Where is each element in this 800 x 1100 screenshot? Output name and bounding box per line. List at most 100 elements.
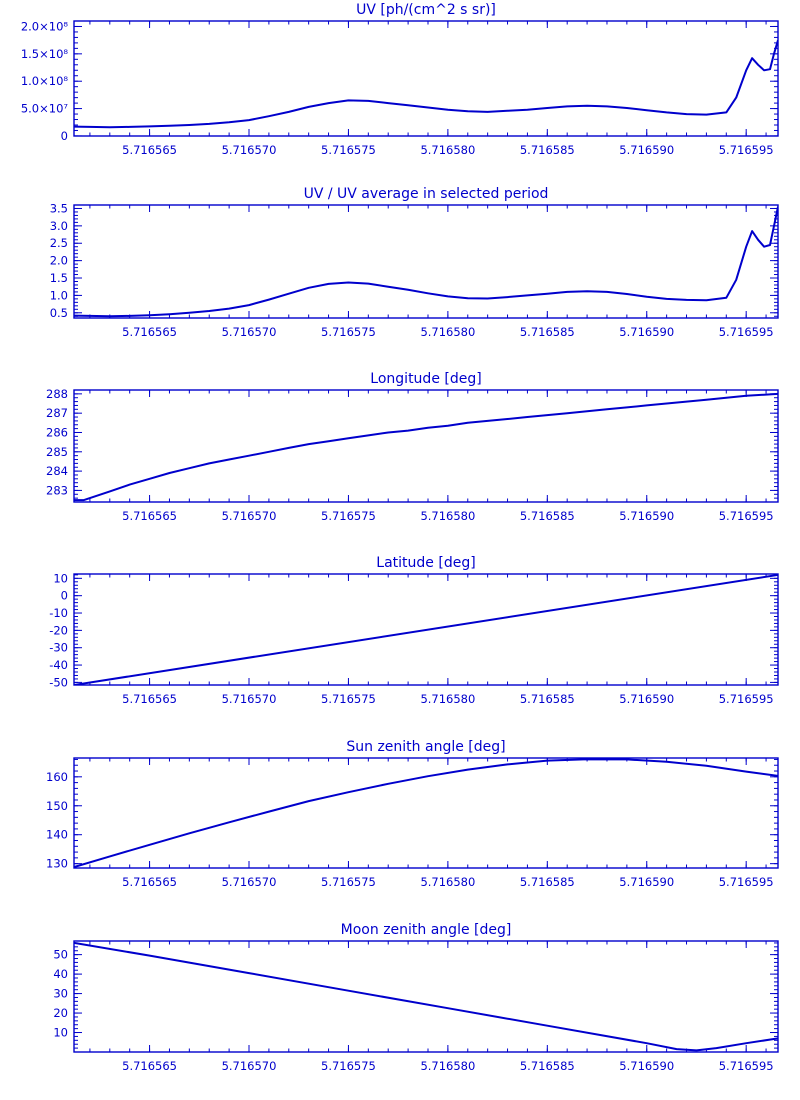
series-line bbox=[74, 941, 778, 1052]
plot-frame bbox=[73, 940, 779, 1053]
x-tick-label: 5.716585 bbox=[520, 692, 575, 706]
chart-panel-4: Latitude [deg] 5.716565 5.716570 5.716575 5.… bbox=[49, 555, 779, 706]
y-tick-label: 1.0×10⁸ bbox=[21, 74, 69, 88]
y-tick-label: 0 bbox=[61, 129, 68, 143]
y-tick-label: 286 bbox=[46, 425, 68, 439]
chart-panel-3: Longitude [deg] 5.716565 5.716570 5.716575 5… bbox=[46, 371, 779, 523]
x-tick-label: 5.716595 bbox=[719, 875, 774, 889]
x-tick-label: 5.716575 bbox=[321, 509, 376, 523]
x-tick-label: 5.716580 bbox=[420, 692, 475, 706]
y-tick-label: 0 bbox=[61, 589, 68, 603]
chart-title: Sun zenith angle [deg] bbox=[346, 739, 505, 755]
chart-title: UV [ph/(cm^2 s sr)] bbox=[356, 2, 496, 18]
x-tick-label: 5.716570 bbox=[222, 509, 277, 523]
x-tick-label: 5.716565 bbox=[122, 325, 177, 339]
x-tick-label: 5.716570 bbox=[222, 325, 277, 339]
y-tick-label: 3.5 bbox=[50, 201, 68, 215]
y-tick-label: -30 bbox=[49, 641, 68, 655]
chart-panel-6: Moon zenith angle [deg] 5.716565 5.716570 5… bbox=[53, 922, 779, 1073]
x-tick-label: 5.716580 bbox=[420, 875, 475, 889]
y-tick-label: 1.5 bbox=[50, 271, 68, 285]
x-tick-label: 5.716570 bbox=[222, 1059, 277, 1073]
y-tick-label: 284 bbox=[46, 464, 68, 478]
plot-frame bbox=[73, 757, 779, 869]
y-tick-label: 10 bbox=[53, 1026, 68, 1040]
x-tick-label: 5.716575 bbox=[321, 875, 376, 889]
y-tick-label: 30 bbox=[53, 987, 68, 1001]
x-tick-label: 5.716580 bbox=[420, 143, 475, 157]
y-tick-label: 5.0×10⁷ bbox=[21, 102, 69, 116]
y-tick-label: 10 bbox=[53, 571, 68, 585]
series-line bbox=[74, 206, 778, 318]
chart-title: Moon zenith angle [deg] bbox=[341, 922, 512, 938]
plot-frame bbox=[73, 389, 779, 503]
chart-panel-5: Sun zenith angle [deg] 5.716565 5.716570 5.… bbox=[46, 739, 779, 889]
x-tick-label: 5.716565 bbox=[122, 692, 177, 706]
x-tick-label: 5.716570 bbox=[222, 875, 277, 889]
x-tick-label: 5.716590 bbox=[619, 875, 674, 889]
y-tick-label: 2.5 bbox=[50, 236, 68, 250]
y-tick-label: -20 bbox=[49, 623, 68, 637]
y-tick-label: 130 bbox=[46, 857, 68, 871]
y-tick-label: 2.0×10⁸ bbox=[21, 19, 69, 33]
x-tick-label: 5.716575 bbox=[321, 692, 376, 706]
y-tick-label: 283 bbox=[46, 483, 68, 497]
series-line bbox=[74, 39, 778, 129]
x-tick-label: 5.716565 bbox=[122, 1059, 177, 1073]
x-tick-label: 5.716595 bbox=[719, 692, 774, 706]
y-tick-label: 0.5 bbox=[50, 306, 68, 320]
y-tick-label: 287 bbox=[46, 406, 68, 420]
y-tick-label: 160 bbox=[46, 770, 68, 784]
y-tick-label: 140 bbox=[46, 828, 68, 842]
series-line bbox=[74, 392, 778, 502]
plot-frame bbox=[73, 20, 779, 137]
x-tick-label: 5.716590 bbox=[619, 692, 674, 706]
x-tick-label: 5.716590 bbox=[619, 325, 674, 339]
x-tick-label: 5.716580 bbox=[420, 325, 475, 339]
x-tick-label: 5.716570 bbox=[222, 143, 277, 157]
x-tick-label: 5.716565 bbox=[122, 143, 177, 157]
chart-panel-1: UV [ph/(cm^2 s sr)] 5.716565 5.716570 5.716… bbox=[21, 2, 779, 157]
chart-title: Latitude [deg] bbox=[376, 555, 475, 571]
x-tick-label: 5.716585 bbox=[520, 1059, 575, 1073]
chart-title: UV / UV average in selected period bbox=[304, 186, 549, 202]
y-tick-label: 2.0 bbox=[50, 254, 68, 268]
y-tick-label: 50 bbox=[53, 948, 68, 962]
x-tick-label: 5.716580 bbox=[420, 509, 475, 523]
series-line bbox=[74, 758, 778, 868]
series-line bbox=[74, 574, 778, 685]
y-tick-label: -10 bbox=[49, 606, 68, 620]
x-tick-label: 5.716575 bbox=[321, 325, 376, 339]
plot-frame bbox=[73, 573, 779, 686]
x-tick-label: 5.716575 bbox=[321, 143, 376, 157]
y-tick-label: 150 bbox=[46, 799, 68, 813]
x-tick-label: 5.716595 bbox=[719, 1059, 774, 1073]
plot-frame bbox=[73, 204, 779, 319]
x-tick-label: 5.716595 bbox=[719, 143, 774, 157]
x-tick-label: 5.716565 bbox=[122, 509, 177, 523]
x-tick-label: 5.716590 bbox=[619, 143, 674, 157]
y-tick-label: 1.5×10⁸ bbox=[21, 47, 69, 61]
y-tick-label: 3.0 bbox=[50, 219, 68, 233]
y-tick-label: 285 bbox=[46, 445, 68, 459]
x-tick-label: 5.716575 bbox=[321, 1059, 376, 1073]
x-tick-label: 5.716585 bbox=[520, 875, 575, 889]
x-tick-label: 5.716570 bbox=[222, 692, 277, 706]
x-tick-label: 5.716585 bbox=[520, 325, 575, 339]
x-tick-label: 5.716585 bbox=[520, 509, 575, 523]
y-tick-label: 40 bbox=[53, 967, 68, 981]
x-tick-label: 5.716580 bbox=[420, 1059, 475, 1073]
y-tick-label: -50 bbox=[49, 675, 68, 689]
y-tick-label: 1.0 bbox=[50, 288, 68, 302]
y-tick-label: 20 bbox=[53, 1006, 68, 1020]
y-tick-label: -40 bbox=[49, 658, 68, 672]
x-tick-label: 5.716590 bbox=[619, 509, 674, 523]
chart-panel-2: UV / UV average in selected period 5.7165… bbox=[50, 186, 779, 339]
x-tick-label: 5.716590 bbox=[619, 1059, 674, 1073]
x-tick-label: 5.716595 bbox=[719, 509, 774, 523]
x-tick-label: 5.716595 bbox=[719, 325, 774, 339]
x-tick-label: 5.716585 bbox=[520, 143, 575, 157]
chart-title: Longitude [deg] bbox=[370, 371, 481, 387]
x-tick-label: 5.716565 bbox=[122, 875, 177, 889]
